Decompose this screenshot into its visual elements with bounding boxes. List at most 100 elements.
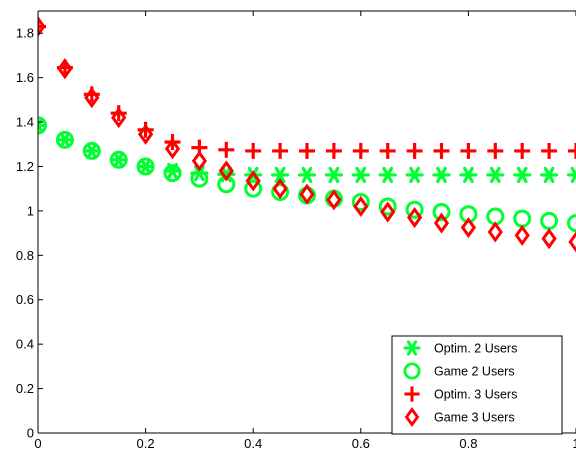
asterisk-stroke — [274, 166, 286, 184]
data-point — [432, 166, 451, 184]
circle-outline — [405, 200, 424, 219]
data-point — [460, 216, 477, 239]
circle-outline — [351, 193, 370, 212]
legend-label: Game 3 Users — [434, 411, 515, 425]
asterisk-stroke — [328, 166, 340, 184]
asterisk-stroke — [301, 166, 313, 184]
x-tick-label: 0.6 — [352, 436, 370, 450]
diamond-outline — [191, 150, 208, 172]
data-point — [218, 141, 235, 158]
data-point — [191, 150, 208, 172]
data-point — [109, 150, 128, 169]
diamond-outline — [299, 183, 315, 205]
y-tick-label: 0.6 — [16, 292, 34, 307]
asterisk-stroke — [140, 158, 151, 175]
circle-outline — [82, 141, 101, 160]
asterisk-stroke — [409, 166, 420, 184]
data-point — [136, 157, 155, 176]
data-point — [566, 166, 576, 184]
diamond-outline — [353, 195, 369, 218]
data-point — [487, 221, 503, 243]
legend-item: Game 3 Users — [404, 406, 515, 428]
diamond-outline — [84, 87, 100, 109]
diamond-outline — [137, 123, 154, 145]
asterisk-stroke — [436, 166, 447, 184]
data-point — [379, 142, 396, 159]
plot-area — [38, 15, 576, 253]
legend-diamond-icon — [404, 406, 420, 428]
legend-circle-icon — [403, 362, 421, 380]
data-point — [55, 130, 74, 149]
data-point — [82, 141, 101, 160]
data-point — [540, 211, 559, 230]
diamond-outline — [38, 15, 46, 38]
data-point — [351, 166, 370, 184]
data-point — [163, 164, 182, 183]
data-point — [405, 166, 424, 184]
asterisk-stroke — [113, 151, 125, 168]
y-tick-label: 0.2 — [16, 381, 34, 396]
asterisk-stroke — [38, 122, 44, 134]
data-point — [378, 166, 397, 184]
data-point — [487, 142, 504, 159]
x-tick-label: 0 — [34, 436, 41, 450]
diamond-outline — [568, 231, 576, 253]
diamond-outline — [57, 58, 73, 80]
asterisk-stroke — [38, 117, 44, 129]
circle-outline — [244, 179, 263, 198]
x-tick-label: 0.2 — [137, 436, 155, 450]
data-point — [245, 170, 261, 192]
legend-item: Optim. 3 Users — [404, 386, 517, 402]
y-tick-label: 0 — [27, 426, 34, 441]
data-point — [378, 197, 397, 216]
data-point — [541, 228, 557, 250]
asterisk-stroke — [570, 166, 576, 179]
circle-outline — [513, 209, 532, 228]
circle-outline — [567, 214, 576, 233]
y-tick-label: 1 — [27, 203, 34, 218]
asterisk-stroke — [86, 142, 98, 160]
asterisk-stroke — [516, 166, 528, 184]
asterisk-stroke — [355, 166, 367, 184]
legend-asterisk-icon — [403, 340, 421, 356]
data-point — [513, 209, 532, 228]
data-point — [84, 87, 100, 109]
series-diamond — [38, 15, 576, 253]
data-point — [380, 201, 396, 223]
y-tick-label: 0.8 — [16, 248, 34, 263]
asterisk-stroke — [570, 171, 576, 184]
data-point — [38, 116, 47, 135]
data-point — [38, 15, 46, 38]
data-point — [514, 224, 530, 246]
y-tick-label: 1.6 — [16, 70, 34, 85]
data-point — [297, 166, 317, 184]
asterisk-stroke — [489, 166, 501, 184]
data-point — [460, 142, 477, 159]
diamond-outline — [164, 138, 181, 160]
x-tick-label: 1 — [572, 436, 576, 450]
data-point — [351, 193, 370, 212]
data-point — [406, 142, 423, 159]
data-point — [539, 166, 559, 184]
legend-label: Game 2 Users — [434, 365, 515, 379]
diamond-outline — [218, 160, 234, 182]
data-point — [514, 142, 531, 159]
circle-outline — [55, 130, 74, 149]
data-point — [218, 160, 234, 182]
circle-outline — [378, 197, 397, 216]
circle-outline — [540, 211, 559, 230]
x-tick-label: 0.4 — [244, 436, 262, 450]
data-point — [433, 212, 450, 234]
legend: Optim. 2 Users Game 2 Users Optim. 3 Users… — [391, 335, 563, 435]
diamond-outline — [487, 221, 503, 243]
circle-outline — [136, 157, 155, 176]
axes: 0 0.2 0.4 0.6 0.8 1 0 0.2 0.4 0.6 0.8 1 1.2 1.4 1.6 1.8 — [16, 10, 576, 450]
diamond-outline — [245, 170, 261, 192]
legend-box — [391, 335, 563, 435]
asterisk-stroke — [543, 166, 555, 184]
data-point — [405, 200, 424, 219]
data-point — [459, 166, 478, 184]
data-point — [272, 178, 288, 200]
data-point — [299, 183, 315, 205]
